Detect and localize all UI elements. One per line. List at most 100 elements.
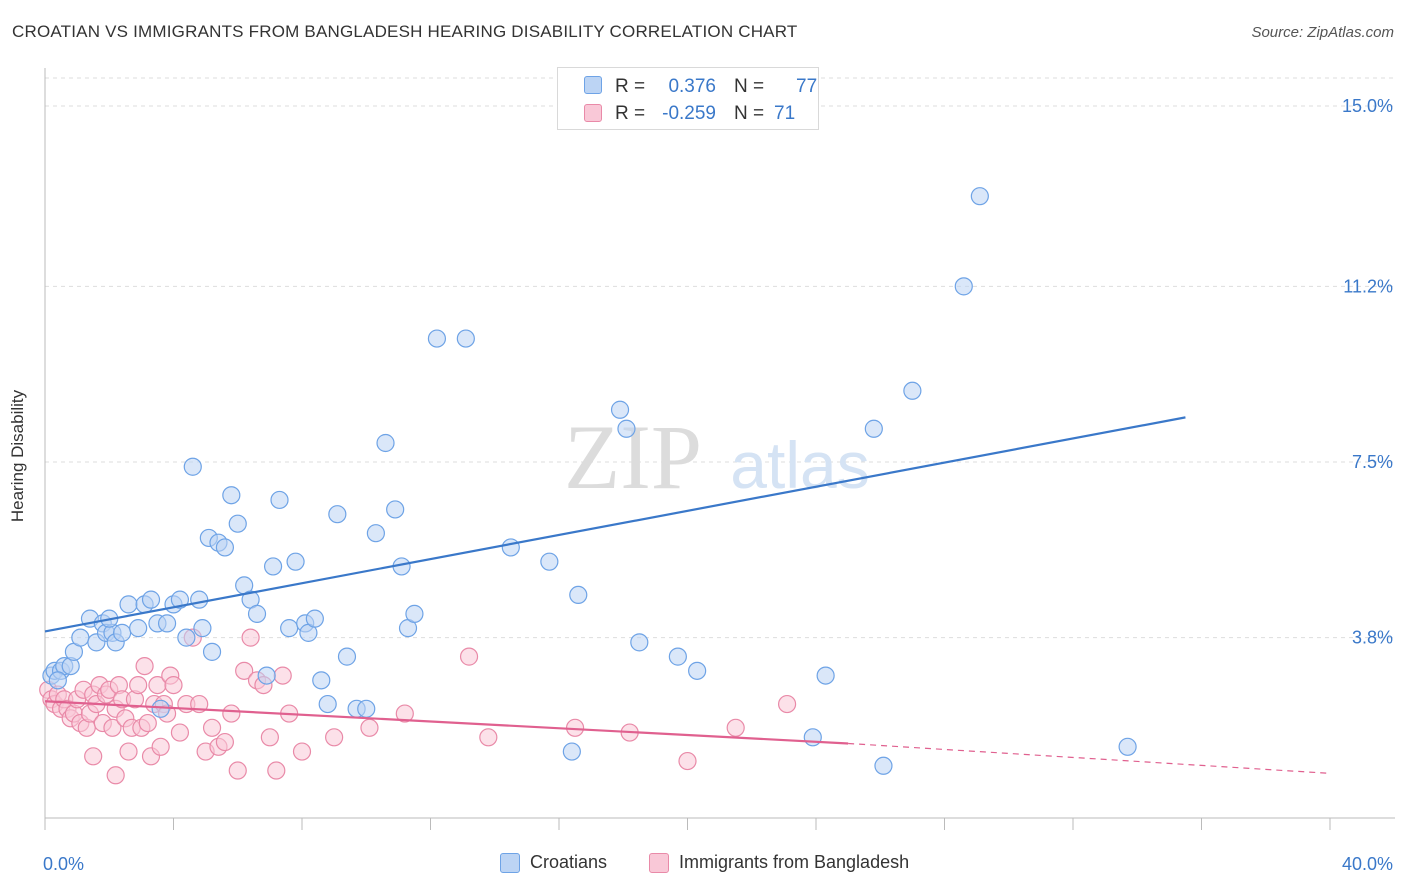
data-point-bangladesh bbox=[678, 751, 697, 771]
x-tick-label: 0.0% bbox=[43, 854, 84, 874]
data-point-croatians bbox=[610, 400, 630, 419]
legend-item-croatians: Croatians bbox=[500, 852, 607, 873]
trend-line-bangladesh-extension bbox=[848, 742, 1331, 774]
data-point-bangladesh bbox=[260, 728, 279, 747]
legend-swatch-croatians bbox=[500, 852, 520, 873]
legend-n-value: 71 bbox=[774, 103, 796, 124]
data-point-bangladesh bbox=[395, 704, 414, 723]
legend-label-bangladesh: Immigrants from Bangladesh bbox=[679, 852, 910, 872]
data-point-croatians bbox=[688, 661, 707, 680]
data-point-bangladesh bbox=[170, 723, 190, 742]
data-point-croatians bbox=[157, 614, 177, 633]
data-point-croatians bbox=[1118, 737, 1137, 756]
data-point-croatians bbox=[305, 609, 324, 628]
tick-labels: 3.8% 7.5% 11.2% 15.0% 0.0% 40.0% bbox=[43, 96, 1393, 874]
data-point-croatians bbox=[501, 538, 520, 557]
data-point-croatians bbox=[569, 585, 588, 604]
data-point-croatians bbox=[119, 595, 138, 614]
series-bangladesh-points bbox=[39, 628, 797, 785]
data-point-croatians bbox=[222, 486, 241, 505]
data-point-croatians bbox=[190, 590, 209, 609]
data-point-bangladesh bbox=[129, 675, 148, 695]
data-point-croatians bbox=[630, 633, 649, 652]
data-point-bangladesh bbox=[241, 628, 260, 647]
data-point-croatians bbox=[903, 381, 922, 400]
data-point-bangladesh bbox=[360, 718, 379, 737]
correlation-legend: R = 0.376 N = 77 R = -0.259 N = 71 bbox=[557, 67, 819, 130]
data-point-croatians bbox=[270, 490, 289, 510]
data-point-croatians bbox=[954, 277, 973, 296]
legend-r-label: R = bbox=[615, 103, 646, 124]
data-point-croatians bbox=[71, 628, 90, 647]
legend-n-value: 77 bbox=[796, 76, 818, 97]
data-point-croatians bbox=[816, 666, 835, 685]
data-point-croatians bbox=[193, 619, 212, 638]
data-point-bangladesh bbox=[151, 737, 170, 756]
data-point-croatians bbox=[874, 756, 893, 775]
data-point-croatians bbox=[177, 628, 196, 647]
y-tick-label: 15.0% bbox=[1342, 96, 1393, 116]
data-point-bangladesh bbox=[267, 761, 286, 780]
data-point-croatians bbox=[263, 557, 283, 576]
data-point-croatians bbox=[129, 619, 148, 638]
data-point-croatians bbox=[617, 419, 636, 438]
watermark: ZIP atlas bbox=[564, 406, 870, 508]
y-tick-label: 11.2% bbox=[1343, 276, 1393, 296]
data-point-croatians bbox=[151, 699, 170, 718]
trend-line-croatians bbox=[44, 416, 1186, 633]
data-point-croatians bbox=[280, 619, 299, 638]
legend-swatch-bangladesh bbox=[584, 104, 602, 122]
data-point-croatians bbox=[215, 538, 234, 557]
axes bbox=[44, 68, 1395, 830]
data-point-croatians bbox=[376, 433, 395, 453]
data-point-bangladesh bbox=[202, 718, 222, 737]
data-point-croatians bbox=[803, 728, 822, 747]
legend-swatch-croatians bbox=[584, 76, 602, 94]
data-point-croatians bbox=[366, 524, 385, 543]
data-point-bangladesh bbox=[135, 657, 154, 676]
legend-n-label: N = bbox=[734, 103, 765, 124]
trend-line-bangladesh bbox=[44, 700, 849, 745]
series-croatians-points bbox=[42, 187, 1137, 775]
data-point-bangladesh bbox=[215, 732, 234, 752]
source-label: Source: ZipAtlas.com bbox=[1251, 24, 1394, 41]
series-legend: Croatians Immigrants from Bangladesh bbox=[0, 852, 1406, 876]
watermark-atlas: atlas bbox=[730, 428, 869, 502]
data-point-croatians bbox=[48, 671, 67, 690]
data-point-bangladesh bbox=[222, 704, 241, 723]
data-point-croatians bbox=[337, 647, 357, 666]
data-point-croatians bbox=[357, 699, 376, 718]
data-point-croatians bbox=[427, 329, 447, 348]
data-point-bangladesh bbox=[138, 713, 157, 733]
y-tick-label: 3.8% bbox=[1352, 628, 1393, 648]
legend-n-label: N = bbox=[734, 76, 765, 97]
data-point-croatians bbox=[202, 642, 222, 661]
data-point-bangladesh bbox=[479, 728, 498, 747]
data-point-bangladesh bbox=[292, 742, 312, 761]
data-point-bangladesh bbox=[84, 747, 103, 766]
legend-swatch-bangladesh bbox=[649, 852, 669, 873]
chart-title: CROATIAN VS IMMIGRANTS FROM BANGLADESH H… bbox=[12, 22, 798, 41]
data-point-croatians bbox=[228, 514, 247, 533]
trend-lines bbox=[44, 416, 1331, 774]
data-point-croatians bbox=[312, 671, 331, 690]
data-point-croatians bbox=[170, 590, 190, 609]
data-point-bangladesh bbox=[325, 728, 344, 747]
data-point-croatians bbox=[386, 500, 405, 519]
x-tick-label: 40.0% bbox=[1342, 854, 1393, 874]
data-point-croatians bbox=[183, 457, 202, 476]
legend-r-value: -0.259 bbox=[662, 103, 716, 124]
data-point-bangladesh bbox=[459, 647, 479, 666]
data-point-croatians bbox=[257, 666, 276, 685]
gridlines bbox=[45, 77, 1395, 639]
legend-r-value: 0.376 bbox=[668, 76, 716, 97]
data-point-bangladesh bbox=[273, 666, 292, 685]
data-point-croatians bbox=[970, 187, 989, 206]
data-point-croatians bbox=[540, 552, 559, 571]
y-tick-label: 7.5% bbox=[1352, 452, 1393, 472]
data-point-bangladesh bbox=[164, 675, 183, 695]
data-point-bangladesh bbox=[228, 761, 247, 780]
legend-item-bangladesh: Immigrants from Bangladesh bbox=[649, 852, 909, 873]
data-point-croatians bbox=[328, 505, 347, 524]
data-point-croatians bbox=[864, 419, 883, 438]
